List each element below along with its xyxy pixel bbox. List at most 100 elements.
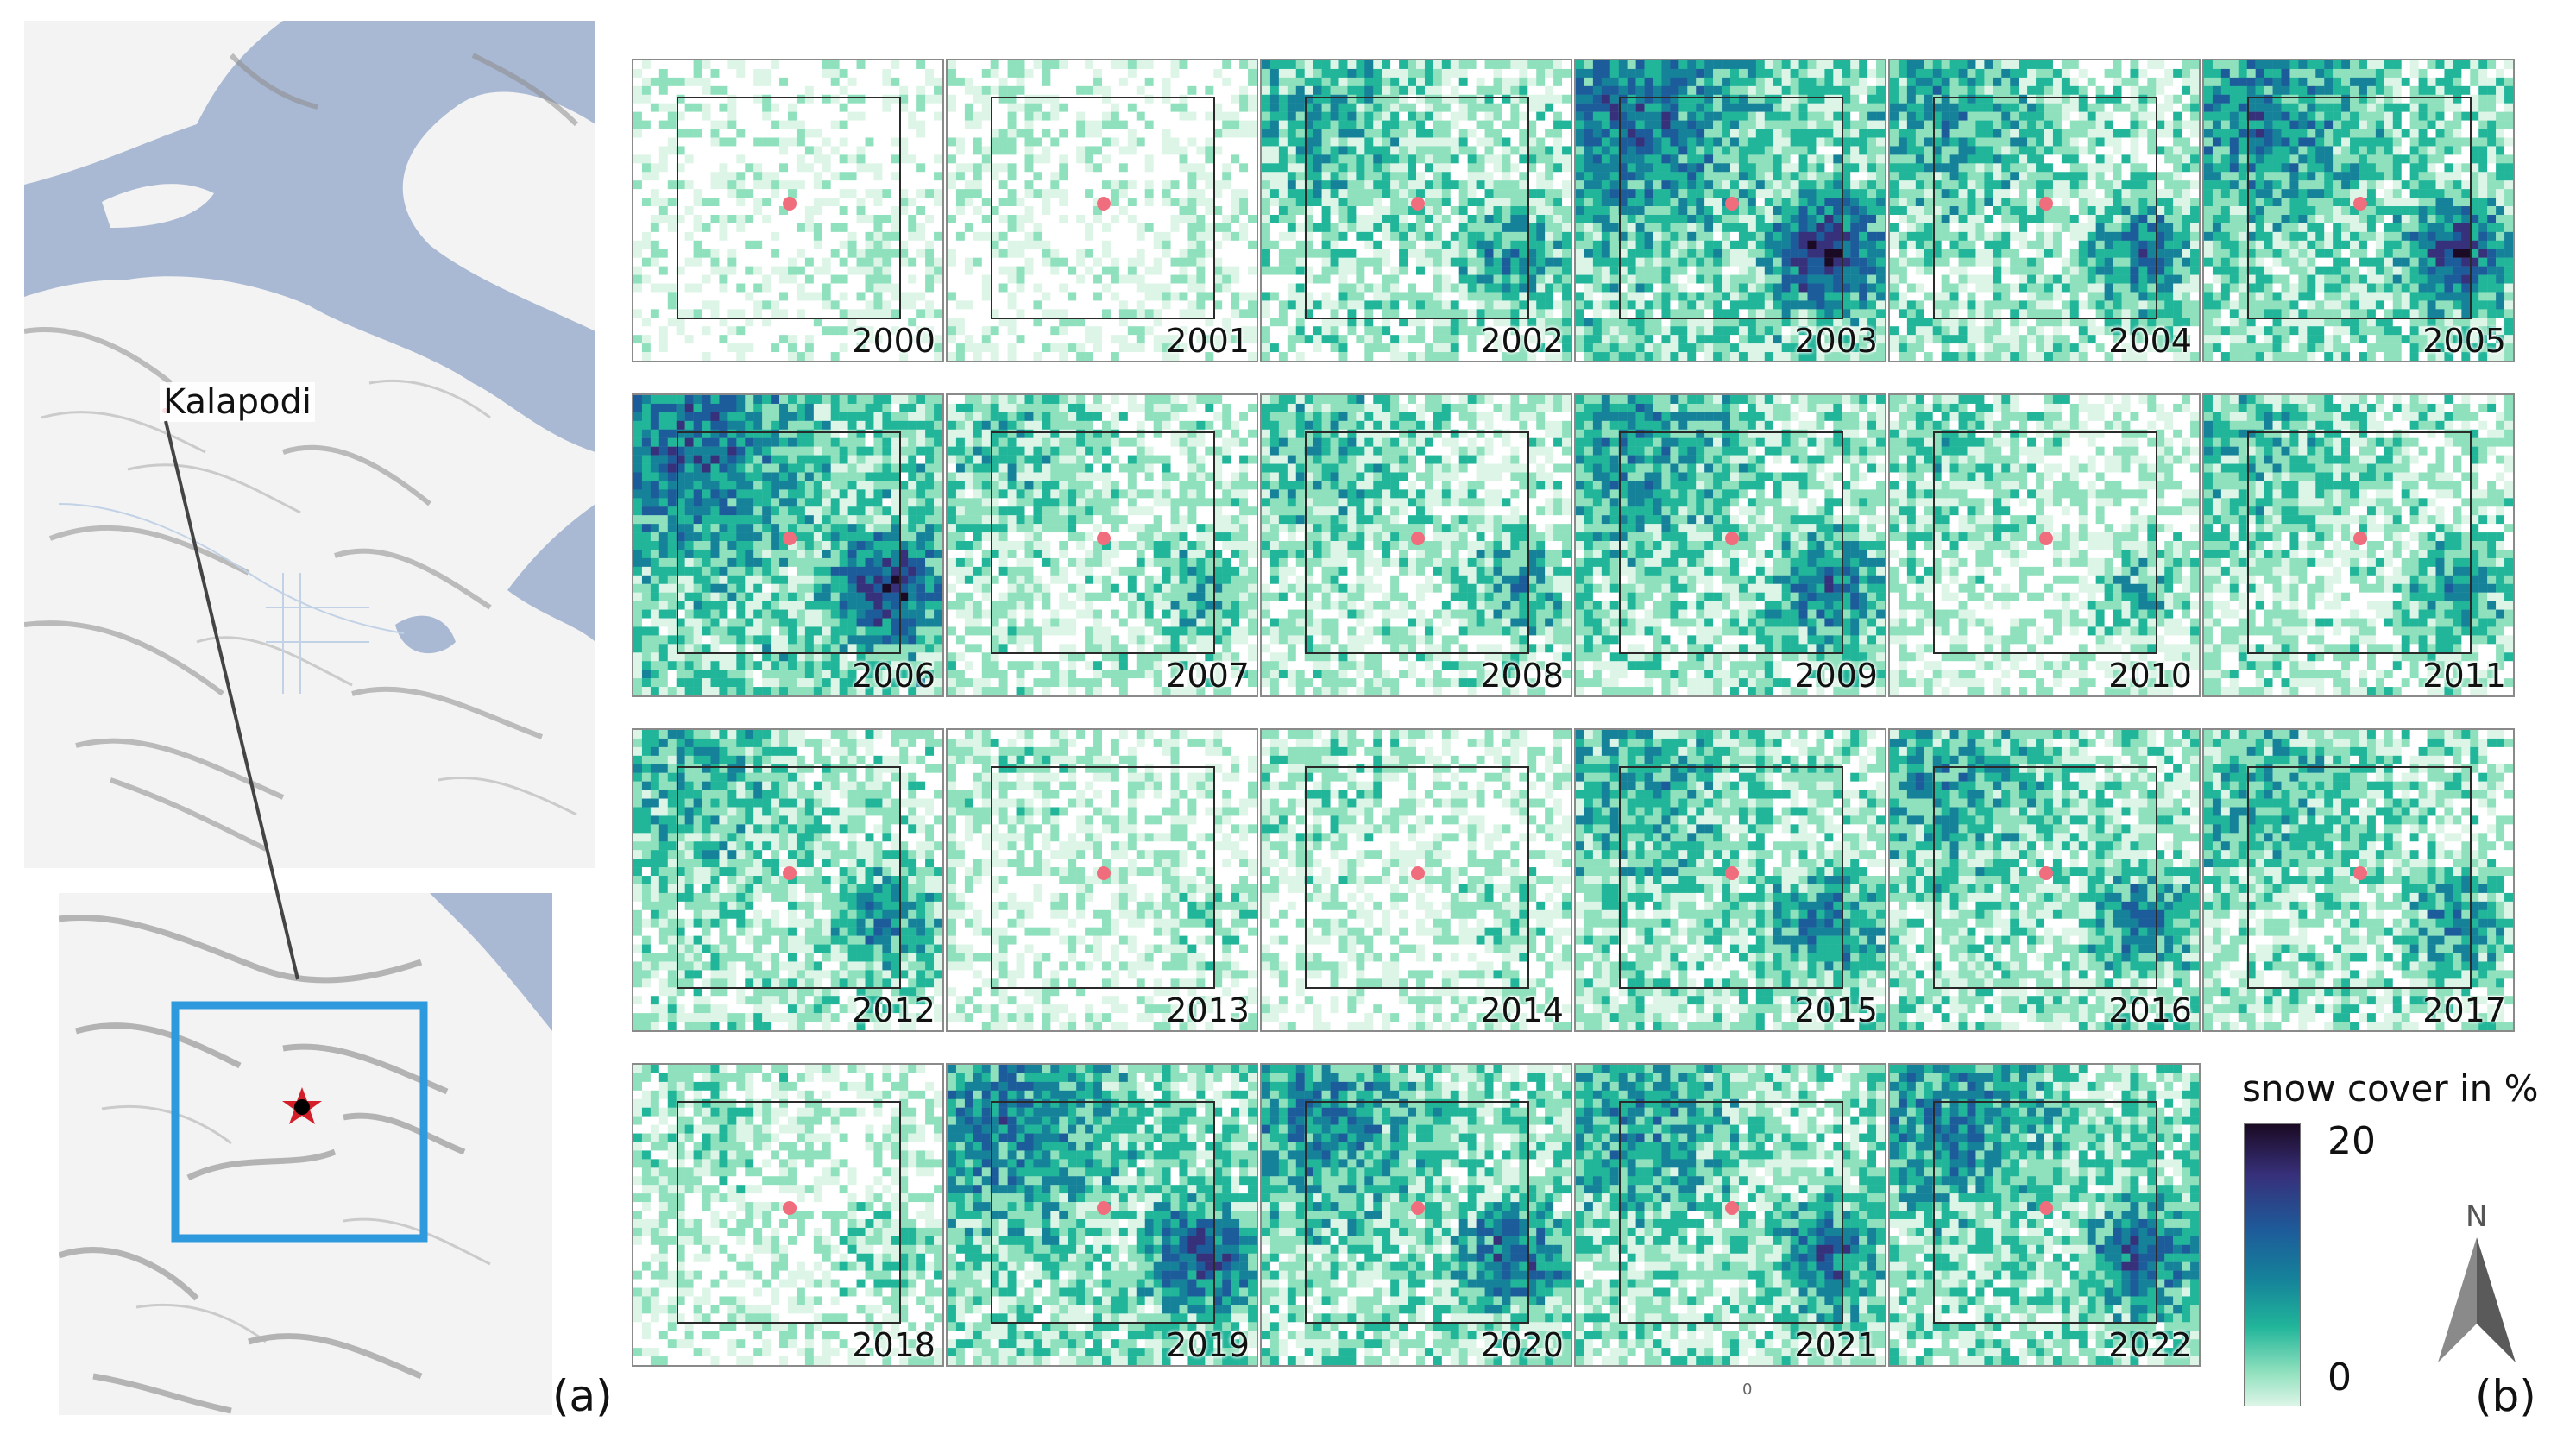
site-marker xyxy=(783,197,797,211)
aoi-box xyxy=(677,766,901,989)
snow-raster xyxy=(1262,730,1571,1030)
year-panel: 2022 xyxy=(1888,1063,2201,1367)
panel-label-a: (a) xyxy=(552,1372,613,1420)
aoi-box xyxy=(1619,1101,1843,1324)
panel-label-b: (b) xyxy=(2475,1372,2536,1420)
site-marker xyxy=(2039,866,2053,880)
year-panel: 2014 xyxy=(1260,728,1572,1032)
year-panel: 2012 xyxy=(632,728,944,1032)
year-label: 2003 xyxy=(1794,323,1878,359)
year-label: 2000 xyxy=(852,323,935,359)
aoi-box xyxy=(991,97,1215,319)
aoi-box xyxy=(677,1101,901,1324)
year-label: 2020 xyxy=(1480,1327,1564,1363)
site-marker xyxy=(1411,866,1425,880)
aoi-box xyxy=(677,431,901,654)
year-panel: 2006 xyxy=(632,393,944,697)
year-label: 2008 xyxy=(1480,657,1564,694)
site-marker xyxy=(1097,1201,1111,1215)
legend-colorbar xyxy=(2244,1123,2301,1406)
aoi-box xyxy=(1933,97,2157,319)
snow-raster xyxy=(948,60,1257,361)
snow-raster xyxy=(1576,60,1885,361)
year-label: 2013 xyxy=(1166,992,1250,1029)
site-marker xyxy=(1097,532,1111,545)
site-marker xyxy=(1411,532,1425,545)
snow-raster xyxy=(1262,395,1571,695)
year-panel: 2010 xyxy=(1888,393,2201,697)
study-area-box xyxy=(171,1001,428,1243)
year-label: 2001 xyxy=(1166,323,1250,359)
aoi-box xyxy=(1619,431,1843,654)
site-marker xyxy=(1725,532,1739,545)
snow-raster xyxy=(1576,395,1885,695)
overview-map-terrain xyxy=(24,21,595,868)
aoi-box xyxy=(1305,1101,1529,1324)
site-marker xyxy=(1725,1201,1739,1215)
year-panel: 2017 xyxy=(2202,728,2515,1032)
year-label: 2002 xyxy=(1480,323,1564,359)
snow-raster xyxy=(1890,1065,2199,1365)
aoi-box xyxy=(1305,431,1529,654)
site-marker xyxy=(1411,197,1425,211)
year-label: 2022 xyxy=(2108,1327,2192,1363)
year-panel: 2013 xyxy=(946,728,1258,1032)
snow-raster xyxy=(948,730,1257,1030)
snow-raster xyxy=(1262,1065,1571,1365)
snow-raster xyxy=(2204,395,2513,695)
overview-map-region xyxy=(24,21,595,868)
scale-mark: 0 xyxy=(1742,1381,1752,1399)
site-marker xyxy=(2353,532,2367,545)
site-marker xyxy=(2353,866,2367,880)
year-panel: 2021 xyxy=(1574,1063,1886,1367)
year-label: 2017 xyxy=(2422,992,2506,1029)
year-label: 2015 xyxy=(1794,992,1878,1029)
aoi-box xyxy=(1619,766,1843,989)
year-panel: 2001 xyxy=(946,59,1258,362)
place-label: Kalapodi xyxy=(160,382,316,422)
year-label: 2009 xyxy=(1794,657,1878,694)
year-panel: 2016 xyxy=(1888,728,2201,1032)
site-marker xyxy=(2039,1201,2053,1215)
year-panel: 2003 xyxy=(1574,59,1886,362)
year-panel: 2004 xyxy=(1888,59,2201,362)
zoomed-map xyxy=(59,893,552,1415)
year-label: 2014 xyxy=(1480,992,1564,1029)
snow-raster xyxy=(1890,730,2199,1030)
year-label: 2019 xyxy=(1166,1327,1250,1363)
year-panel: 2019 xyxy=(946,1063,1258,1367)
aoi-box xyxy=(1933,766,2157,989)
year-panel: 2011 xyxy=(2202,393,2515,697)
year-panel: 2002 xyxy=(1260,59,1572,362)
year-panel: 2008 xyxy=(1260,393,1572,697)
coastal-water xyxy=(507,504,595,642)
legend-max-label: 20 xyxy=(2327,1120,2376,1163)
legend-min-label: 0 xyxy=(2327,1356,2352,1400)
zoomed-map-terrain xyxy=(59,893,552,1415)
year-label: 2006 xyxy=(852,657,935,694)
site-marker xyxy=(1725,197,1739,211)
snow-raster xyxy=(2204,730,2513,1030)
aoi-box xyxy=(2247,766,2472,989)
year-label: 2016 xyxy=(2108,992,2192,1029)
snow-raster xyxy=(948,395,1257,695)
gulf-water xyxy=(24,21,595,452)
island xyxy=(102,184,214,228)
snow-raster xyxy=(633,730,942,1030)
snow-cover-grid: 2000 2001 2002 2003 2004 2005 2006 2007 2008 2009… xyxy=(632,59,2515,1370)
site-marker xyxy=(2039,532,2053,545)
snow-raster xyxy=(633,60,942,361)
site-marker xyxy=(1725,866,1739,880)
year-label: 2005 xyxy=(2422,323,2506,359)
aoi-box xyxy=(1933,431,2157,654)
year-panel: 2009 xyxy=(1574,393,1886,697)
year-label: 2007 xyxy=(1166,657,1250,694)
north-label: N xyxy=(2466,1201,2487,1232)
snow-raster xyxy=(1890,395,2199,695)
aoi-box xyxy=(1933,1101,2157,1324)
snow-raster xyxy=(1890,60,2199,361)
site-marker xyxy=(1411,1201,1425,1215)
aoi-box xyxy=(677,97,901,319)
site-marker xyxy=(783,866,797,880)
snow-raster xyxy=(1576,1065,1885,1365)
